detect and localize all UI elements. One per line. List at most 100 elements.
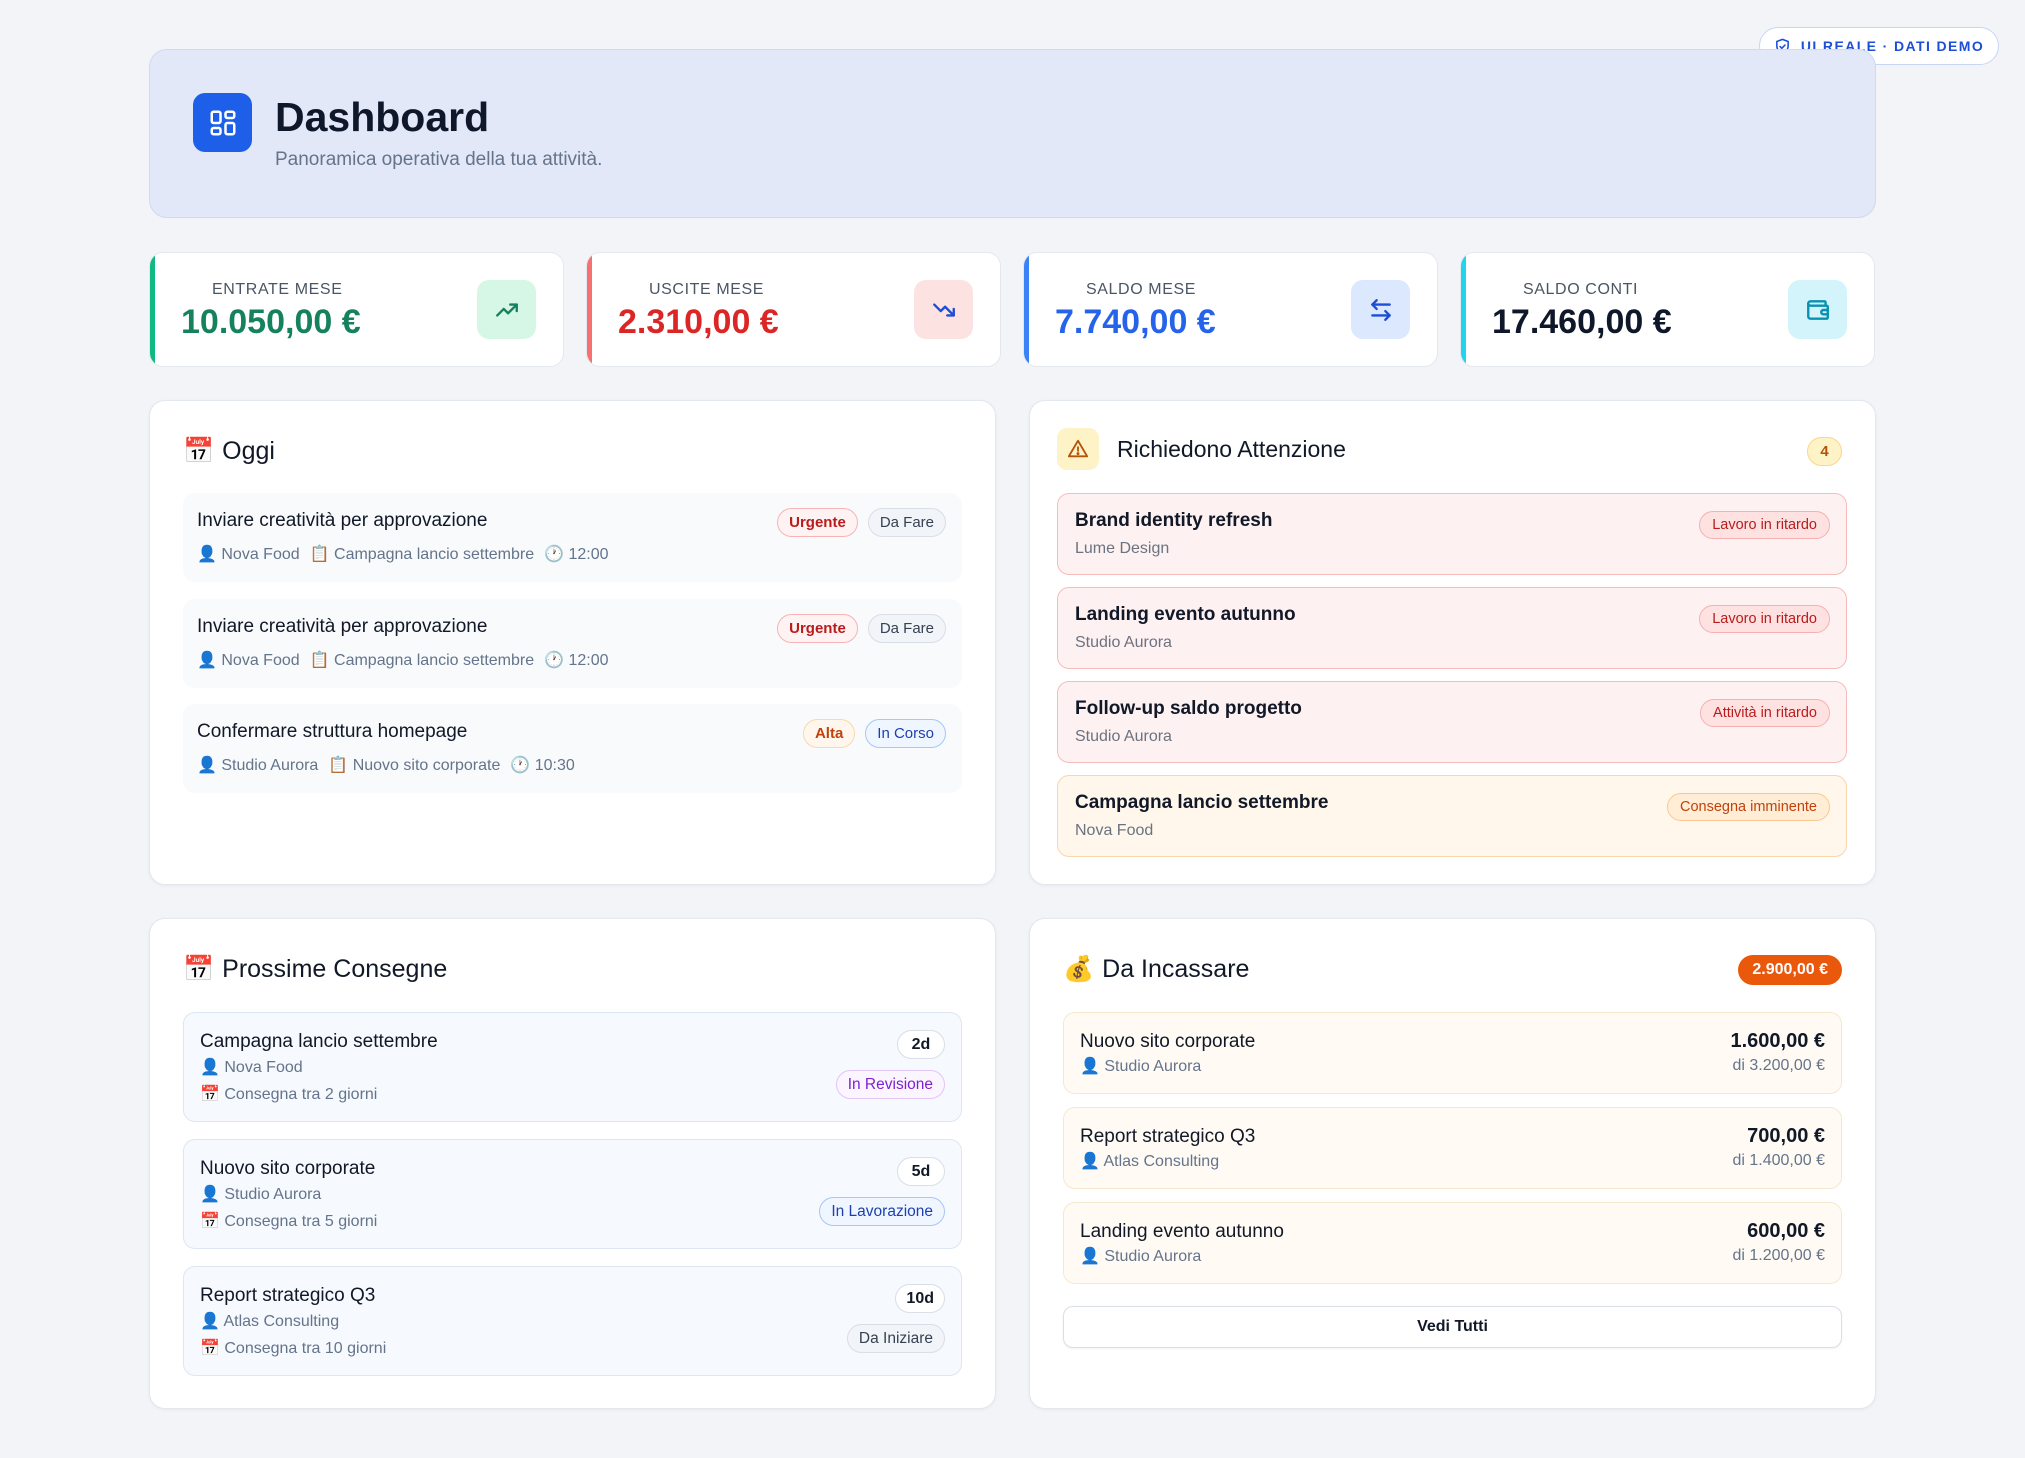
attention-item[interactable]: Campagna lancio settembre Nova Food Cons… [1057, 775, 1847, 857]
task-client: Nova Food [221, 652, 300, 669]
attention-item-title: Follow-up saldo progetto [1075, 698, 1302, 719]
attention-item-title: Brand identity refresh [1075, 510, 1273, 531]
stat-card-accounts-balance: SALDO CONTI 17.460,00 € [1460, 252, 1875, 367]
attention-item-title: Campagna lancio settembre [1075, 792, 1329, 813]
stat-label: SALDO MESE [1086, 281, 1197, 298]
stat-label: ENTRATE MESE [212, 281, 343, 298]
clock-icon: 🕐 [510, 757, 531, 774]
receivable-amount: 600,00 € [1747, 1220, 1825, 1242]
receivable-amount: 1.600,00 € [1730, 1030, 1825, 1052]
receivable-amount: 700,00 € [1747, 1125, 1825, 1147]
warning-icon [1057, 428, 1099, 470]
priority-badge: Urgente [777, 508, 858, 537]
task-project: Campagna lancio settembre [334, 546, 535, 563]
days-left-badge: 5d [897, 1157, 945, 1186]
stat-label: USCITE MESE [649, 281, 765, 298]
stat-value: 10.050,00 € [181, 303, 361, 341]
task-meta: 👤 Studio Aurora 📋 Nuovo sito corporate 🕐… [197, 755, 575, 775]
calendar-icon: 📅 [183, 437, 215, 465]
receivable-item[interactable]: Report strategico Q3 👤 Atlas Consulting … [1063, 1107, 1842, 1189]
user-icon: 👤 [1080, 1248, 1100, 1265]
receivables-total-badge: 2.900,00 € [1738, 955, 1842, 985]
clock-icon: 🕐 [544, 546, 565, 563]
task-project: Nuovo sito corporate [352, 757, 501, 774]
attention-item[interactable]: Brand identity refresh Lume Design Lavor… [1057, 493, 1847, 575]
dashboard-grid-icon [193, 93, 252, 152]
user-icon: 👤 [1080, 1153, 1100, 1170]
receivable-client: 👤 Studio Aurora [1080, 1058, 1202, 1075]
days-left-badge: 2d [897, 1030, 945, 1059]
clipboard-icon: 📋 [309, 546, 330, 563]
status-badge: In Corso [865, 719, 946, 748]
clock-icon: 🕐 [544, 652, 565, 669]
attention-item[interactable]: Landing evento autunno Studio Aurora Lav… [1057, 587, 1847, 669]
task-client: Nova Food [221, 546, 300, 563]
delivery-status-badge: In Lavorazione [819, 1197, 945, 1226]
today-task-item[interactable]: Inviare creatività per approvazione 👤 No… [183, 599, 962, 688]
task-project: Campagna lancio settembre [334, 652, 535, 669]
task-meta: 👤 Nova Food 📋 Campagna lancio settembre … [197, 544, 609, 564]
receivable-title: Nuovo sito corporate [1080, 1031, 1256, 1052]
attention-item-badge: Consegna imminente [1666, 793, 1830, 821]
user-icon: 👤 [197, 757, 217, 774]
receivable-item[interactable]: Landing evento autunno 👤 Studio Aurora 6… [1063, 1202, 1842, 1284]
page-header: Dashboard Panoramica operativa della tua… [149, 49, 1876, 218]
receivable-title: Report strategico Q3 [1080, 1126, 1256, 1147]
delivery-client: 👤 Atlas Consulting [200, 1313, 340, 1330]
user-icon: 👤 [200, 1186, 220, 1203]
delivery-item[interactable]: Nuovo sito corporate 👤 Studio Aurora 📅 C… [183, 1139, 962, 1249]
status-badge: Da Fare [867, 614, 946, 643]
attention-item-title: Landing evento autunno [1075, 604, 1296, 625]
deliveries-panel: 📅 Prossime Consegne Campagna lancio sett… [149, 918, 996, 1409]
stat-card-month-balance: SALDO MESE 7.740,00 € [1023, 252, 1438, 367]
user-icon: 👤 [200, 1059, 220, 1076]
delivery-title: Campagna lancio settembre [200, 1031, 438, 1052]
attention-item[interactable]: Follow-up saldo progetto Studio Aurora A… [1057, 681, 1847, 763]
delivery-client: 👤 Studio Aurora [200, 1186, 322, 1203]
priority-badge: Urgente [777, 614, 858, 643]
delivery-item[interactable]: Report strategico Q3 👤 Atlas Consulting … [183, 1266, 962, 1376]
delivery-client: 👤 Nova Food [200, 1059, 303, 1076]
clipboard-icon: 📋 [309, 652, 330, 669]
receivable-client: 👤 Studio Aurora [1080, 1248, 1202, 1265]
calendar-icon: 📅 [183, 955, 215, 983]
status-badge: Da Fare [867, 508, 946, 537]
attention-item-client: Lume Design [1075, 540, 1170, 557]
stat-card-income: ENTRATE MESE 10.050,00 € [149, 252, 564, 367]
transfer-arrows-icon [1351, 280, 1410, 339]
receivable-total: di 1.200,00 € [1732, 1247, 1825, 1264]
delivery-title: Report strategico Q3 [200, 1285, 376, 1306]
task-time: 12:00 [568, 546, 609, 563]
task-title: Inviare creatività per approvazione [197, 616, 488, 637]
today-task-item[interactable]: Inviare creatività per approvazione 👤 No… [183, 493, 962, 582]
attention-item-badge: Attività in ritardo [1700, 699, 1830, 727]
receivables-panel: 💰 Da Incassare 2.900,00 € Nuovo sito cor… [1029, 918, 1876, 1409]
attention-item-client: Studio Aurora [1075, 728, 1172, 745]
calendar-icon: 📅 [200, 1213, 220, 1230]
clipboard-icon: 📋 [328, 757, 349, 774]
user-icon: 👤 [1080, 1058, 1100, 1075]
receivable-client: 👤 Atlas Consulting [1080, 1153, 1220, 1170]
delivery-item[interactable]: Campagna lancio settembre 👤 Nova Food 📅 … [183, 1012, 962, 1122]
today-title: 📅 Oggi [183, 437, 275, 465]
receivable-item[interactable]: Nuovo sito corporate 👤 Studio Aurora 1.6… [1063, 1012, 1842, 1094]
delivery-status-badge: Da Iniziare [846, 1324, 945, 1353]
user-icon: 👤 [197, 546, 217, 563]
delivery-title: Nuovo sito corporate [200, 1158, 376, 1179]
receivable-title: Landing evento autunno [1080, 1221, 1284, 1242]
stat-value: 17.460,00 € [1492, 303, 1672, 341]
attention-item-badge: Lavoro in ritardo [1699, 605, 1830, 633]
page-subtitle: Panoramica operativa della tua attività. [275, 149, 603, 170]
trending-up-icon [477, 280, 536, 339]
priority-badge: Alta [802, 719, 856, 748]
today-task-item[interactable]: Confermare struttura homepage 👤 Studio A… [183, 704, 962, 793]
page-title: Dashboard [275, 94, 490, 140]
attention-item-client: Studio Aurora [1075, 634, 1172, 651]
user-icon: 👤 [197, 652, 217, 669]
user-icon: 👤 [200, 1313, 220, 1330]
days-left-badge: 10d [895, 1284, 945, 1313]
task-time: 12:00 [568, 652, 609, 669]
task-time: 10:30 [534, 757, 575, 774]
see-all-button[interactable]: Vedi Tutti [1063, 1306, 1842, 1348]
